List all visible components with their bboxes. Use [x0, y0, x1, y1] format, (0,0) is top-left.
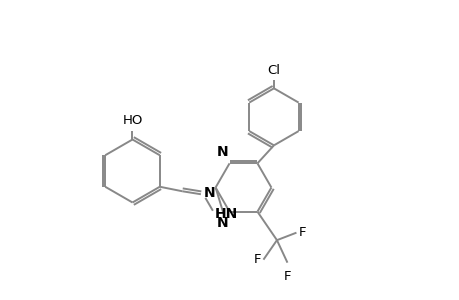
Text: F: F — [253, 253, 261, 266]
Text: F: F — [298, 226, 306, 239]
Text: HO: HO — [122, 115, 142, 128]
Text: N: N — [203, 186, 214, 200]
Text: N: N — [217, 145, 228, 159]
Text: HN: HN — [214, 207, 237, 221]
Text: Cl: Cl — [267, 64, 280, 77]
Text: F: F — [283, 270, 291, 283]
Text: N: N — [217, 216, 228, 230]
